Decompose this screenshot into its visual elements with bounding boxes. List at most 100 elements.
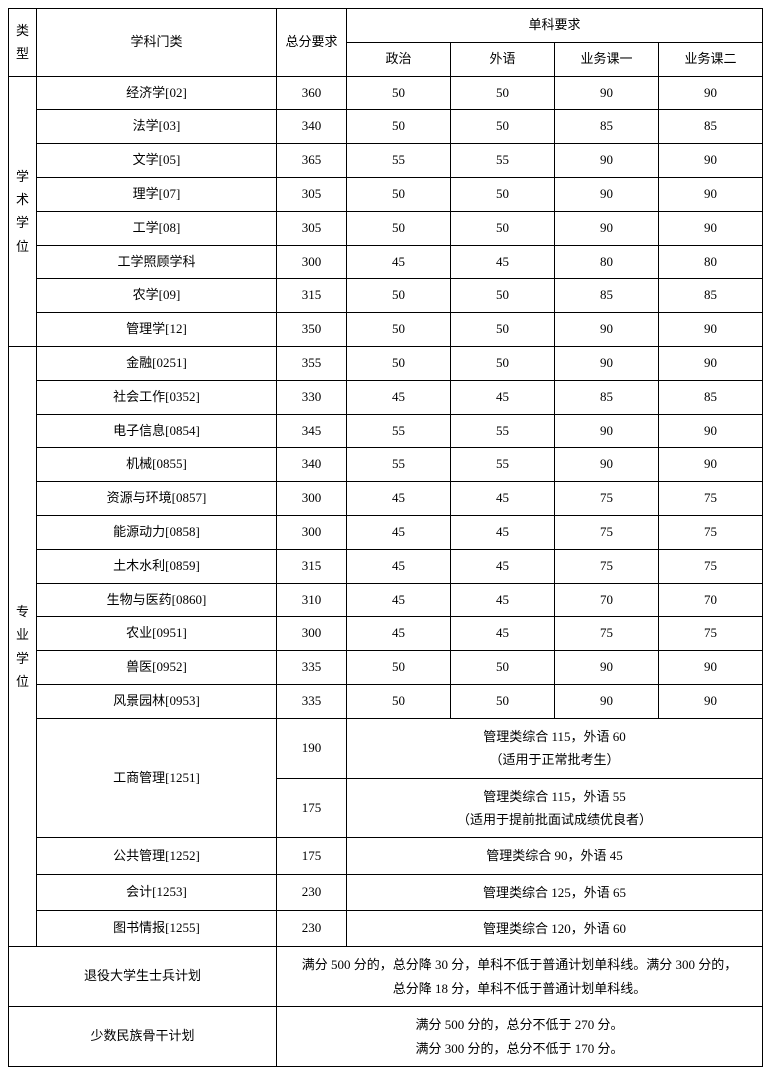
politics-score: 45 xyxy=(347,617,451,651)
total-score: 175 xyxy=(277,778,347,838)
foreign-score: 50 xyxy=(451,279,555,313)
total-score: 305 xyxy=(277,177,347,211)
total-score: 300 xyxy=(277,515,347,549)
politics-score: 50 xyxy=(347,76,451,110)
course2-score: 90 xyxy=(659,76,763,110)
total-score: 300 xyxy=(277,617,347,651)
politics-score: 45 xyxy=(347,380,451,414)
table-row: 风景园林[0953] 335 50 50 90 90 xyxy=(9,684,763,718)
subject-name: 风景园林[0953] xyxy=(37,684,277,718)
total-score: 315 xyxy=(277,549,347,583)
merged-note: 管理类综合 125，外语 65 xyxy=(347,874,763,910)
subject-name: 工商管理[1251] xyxy=(37,718,277,838)
total-score: 355 xyxy=(277,346,347,380)
header-course1: 业务课一 xyxy=(555,42,659,76)
subject-name: 管理学[12] xyxy=(37,313,277,347)
politics-score: 45 xyxy=(347,549,451,583)
plan-name: 少数民族骨干计划 xyxy=(9,1007,277,1067)
header-total: 总分要求 xyxy=(277,9,347,77)
header-course2: 业务课二 xyxy=(659,42,763,76)
subject-name: 经济学[02] xyxy=(37,76,277,110)
politics-score: 55 xyxy=(347,414,451,448)
total-score: 310 xyxy=(277,583,347,617)
subject-name: 社会工作[0352] xyxy=(37,380,277,414)
total-score: 230 xyxy=(277,874,347,910)
foreign-score: 50 xyxy=(451,651,555,685)
table-row: 工学照顾学科 300 45 45 80 80 xyxy=(9,245,763,279)
course1-score: 90 xyxy=(555,76,659,110)
category-professional: 专业学位 xyxy=(9,346,37,947)
course1-score: 75 xyxy=(555,482,659,516)
course1-score: 90 xyxy=(555,684,659,718)
course2-score: 90 xyxy=(659,414,763,448)
table-row: 管理学[12] 350 50 50 90 90 xyxy=(9,313,763,347)
subject-name: 理学[07] xyxy=(37,177,277,211)
mba-note-1: 管理类综合 115，外语 60（适用于正常批考生） xyxy=(347,718,763,778)
course2-score: 85 xyxy=(659,110,763,144)
plan-row-minority: 少数民族骨干计划 满分 500 分的，总分不低于 270 分。满分 300 分的… xyxy=(9,1007,763,1067)
total-score: 335 xyxy=(277,684,347,718)
course1-score: 90 xyxy=(555,414,659,448)
table-row: 电子信息[0854] 345 55 55 90 90 xyxy=(9,414,763,448)
course2-score: 90 xyxy=(659,313,763,347)
plan-row-veteran: 退役大学生士兵计划 满分 500 分的，总分降 30 分，单科不低于普通计划单科… xyxy=(9,947,763,1007)
course2-score: 90 xyxy=(659,177,763,211)
course1-score: 75 xyxy=(555,617,659,651)
scoreline-table: 类型 学科门类 总分要求 单科要求 政治 外语 业务课一 业务课二 学术学位 经… xyxy=(8,8,763,1067)
politics-score: 50 xyxy=(347,313,451,347)
politics-score: 45 xyxy=(347,515,451,549)
course2-score: 85 xyxy=(659,279,763,313)
subject-name: 工学照顾学科 xyxy=(37,245,277,279)
table-row: 图书情报[1255] 230 管理类综合 120，外语 60 xyxy=(9,911,763,947)
foreign-score: 45 xyxy=(451,583,555,617)
politics-score: 45 xyxy=(347,482,451,516)
subject-name: 兽医[0952] xyxy=(37,651,277,685)
course2-score: 75 xyxy=(659,617,763,651)
foreign-score: 50 xyxy=(451,110,555,144)
header-type: 类型 xyxy=(9,9,37,77)
merged-note: 管理类综合 90，外语 45 xyxy=(347,838,763,874)
course2-score: 75 xyxy=(659,549,763,583)
course2-score: 90 xyxy=(659,448,763,482)
politics-score: 45 xyxy=(347,245,451,279)
table-row: 农学[09] 315 50 50 85 85 xyxy=(9,279,763,313)
total-score: 230 xyxy=(277,911,347,947)
subject-name: 工学[08] xyxy=(37,211,277,245)
total-score: 365 xyxy=(277,144,347,178)
total-score: 305 xyxy=(277,211,347,245)
merged-note: 管理类综合 120，外语 60 xyxy=(347,911,763,947)
course1-score: 90 xyxy=(555,651,659,685)
course1-score: 80 xyxy=(555,245,659,279)
course2-score: 75 xyxy=(659,482,763,516)
foreign-score: 50 xyxy=(451,211,555,245)
foreign-score: 45 xyxy=(451,515,555,549)
table-row: 兽医[0952] 335 50 50 90 90 xyxy=(9,651,763,685)
table-row: 法学[03] 340 50 50 85 85 xyxy=(9,110,763,144)
subject-name: 农业[0951] xyxy=(37,617,277,651)
mba-note-2: 管理类综合 115，外语 55（适用于提前批面试成绩优良者） xyxy=(347,778,763,838)
politics-score: 50 xyxy=(347,110,451,144)
foreign-score: 50 xyxy=(451,177,555,211)
total-score: 175 xyxy=(277,838,347,874)
table-row: 机械[0855] 340 55 55 90 90 xyxy=(9,448,763,482)
subject-name: 机械[0855] xyxy=(37,448,277,482)
politics-score: 50 xyxy=(347,684,451,718)
subject-name: 电子信息[0854] xyxy=(37,414,277,448)
header-subjects-req: 单科要求 xyxy=(347,9,763,43)
table-row-mba-1: 工商管理[1251] 190 管理类综合 115，外语 60（适用于正常批考生） xyxy=(9,718,763,778)
total-score: 315 xyxy=(277,279,347,313)
table-row: 土木水利[0859] 315 45 45 75 75 xyxy=(9,549,763,583)
course1-score: 75 xyxy=(555,515,659,549)
foreign-score: 55 xyxy=(451,414,555,448)
header-row-1: 类型 学科门类 总分要求 单科要求 xyxy=(9,9,763,43)
subject-name: 会计[1253] xyxy=(37,874,277,910)
politics-score: 50 xyxy=(347,651,451,685)
politics-score: 50 xyxy=(347,211,451,245)
total-score: 335 xyxy=(277,651,347,685)
foreign-score: 55 xyxy=(451,448,555,482)
foreign-score: 50 xyxy=(451,76,555,110)
foreign-score: 50 xyxy=(451,313,555,347)
foreign-score: 55 xyxy=(451,144,555,178)
table-row: 资源与环境[0857] 300 45 45 75 75 xyxy=(9,482,763,516)
subject-name: 农学[09] xyxy=(37,279,277,313)
